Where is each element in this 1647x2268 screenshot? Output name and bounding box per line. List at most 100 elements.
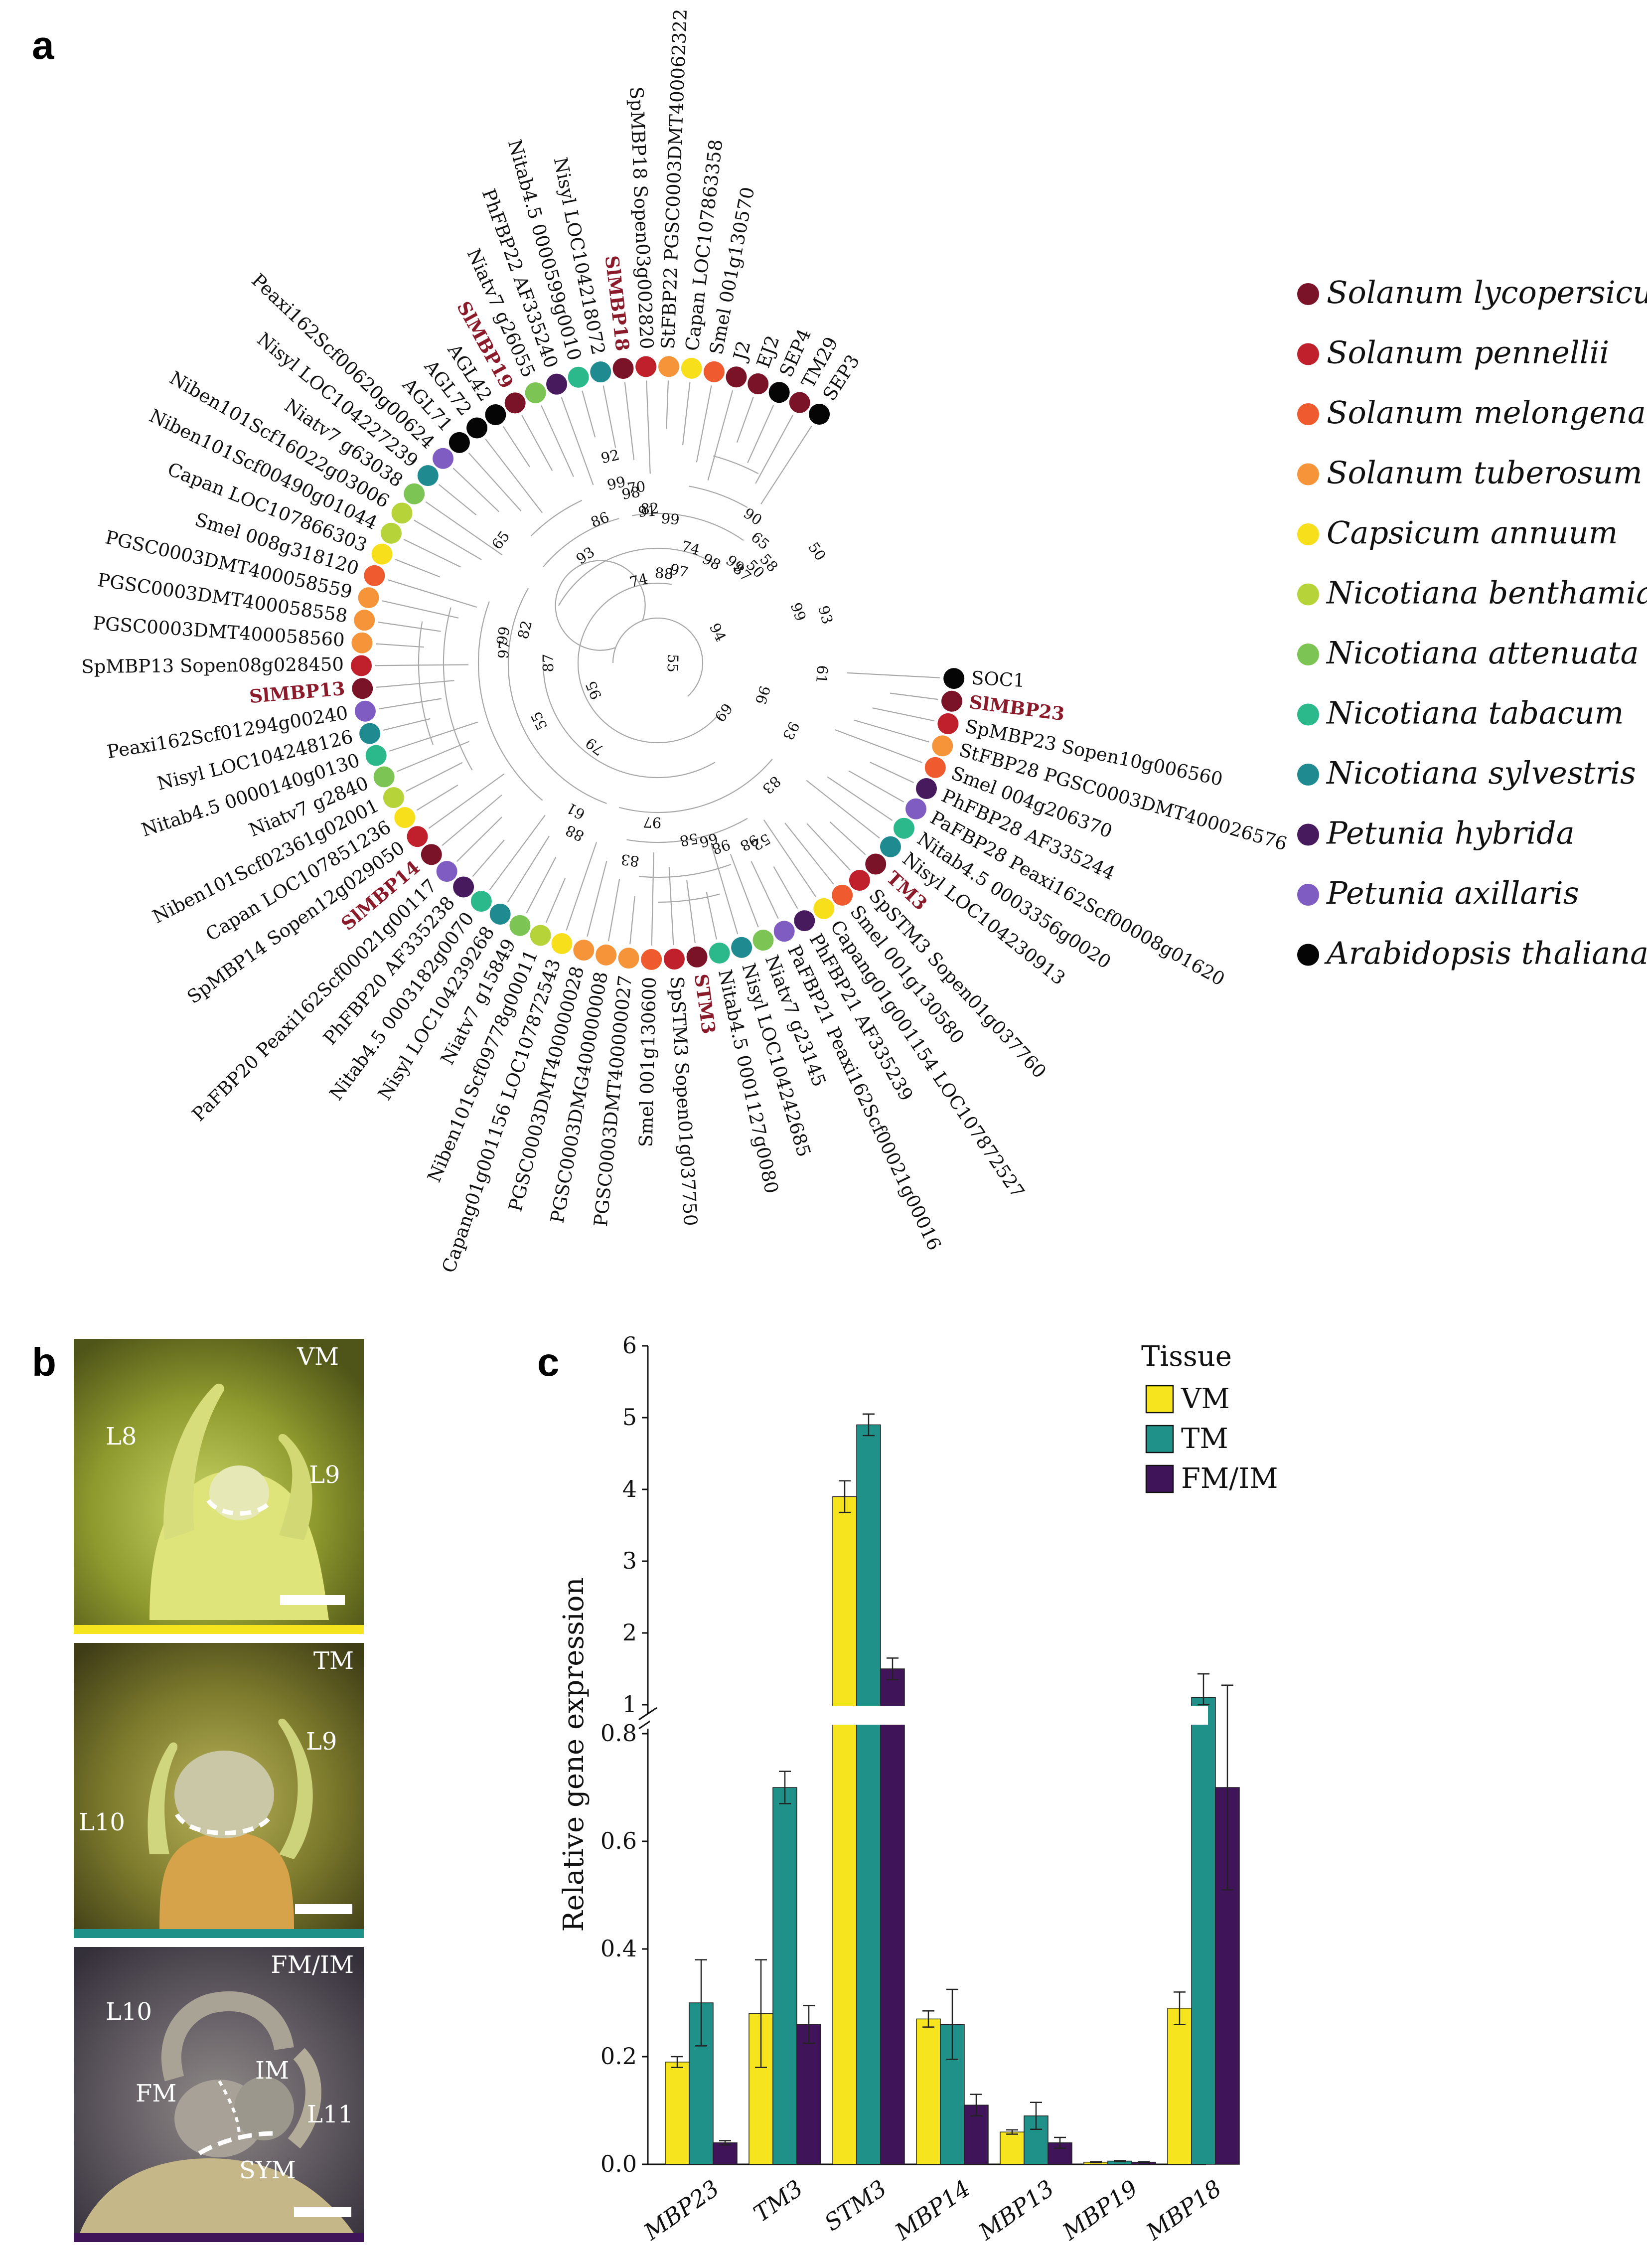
bootstrap-value: 69 — [711, 700, 736, 725]
x-tick-label: TM3 — [749, 2175, 808, 2228]
tree-leaf-dot — [924, 757, 946, 778]
tree-leaf-dot — [943, 668, 965, 689]
tree-leaf-dot — [365, 745, 387, 766]
tree-leaf-dot — [832, 884, 853, 906]
bootstrap-value: 86 — [588, 508, 611, 531]
tree-leaf-dot — [407, 826, 428, 847]
tree-leaf-dot — [937, 713, 959, 734]
error-bar — [1221, 1684, 1233, 1891]
micrograph-tm-label-l10: L10 — [79, 1808, 125, 1836]
bootstrap-value: 88 — [563, 821, 587, 845]
tree-leaf-dot — [433, 448, 454, 469]
y-tick-label: 4 — [622, 1475, 637, 1502]
bootstrap-value: 96 — [752, 684, 773, 706]
micrograph-vm-title: VM — [297, 1343, 339, 1371]
y-tick-label: 0.8 — [600, 1720, 637, 1747]
vm-meristem-outline — [206, 1499, 274, 1516]
tm-leaf-l10 — [148, 1742, 178, 1854]
bootstrap-value: 88 — [654, 564, 674, 582]
fmim-leaf-l11 — [288, 2048, 321, 2149]
tree-leaf-dot — [573, 940, 595, 961]
bar-vm — [1000, 2131, 1025, 2165]
y-tick-label: 1 — [622, 1691, 637, 1718]
tree-leaf-dot — [809, 403, 830, 425]
error-bar — [1030, 2102, 1042, 2130]
bootstrap-value: 99 — [605, 473, 627, 493]
tree-leaf-dot — [391, 502, 413, 524]
error-bar — [671, 2056, 683, 2068]
tree-leaf-dot — [485, 404, 506, 425]
tree-leaf-dot — [663, 949, 685, 970]
x-tick-label: MBP23 — [638, 2175, 724, 2246]
error-bar — [970, 2094, 982, 2117]
tm-leaf-l9 — [278, 1718, 313, 1859]
tissue-legend-title: Tissue — [1141, 1340, 1232, 1373]
species-legend-swatch — [1297, 403, 1319, 425]
species-legend-swatch — [1297, 764, 1319, 786]
tm-meristem-outline — [174, 1813, 274, 1835]
bootstrap-value: 70 — [626, 478, 646, 497]
error-bar — [922, 2010, 934, 2028]
micrograph-tm-title: TM — [313, 1647, 354, 1675]
species-legend-label: Nicotiana sylvestris — [1326, 755, 1636, 791]
bar-vm — [665, 2062, 690, 2165]
fmim-scale-bar — [294, 2207, 351, 2217]
bootstrap-value: 74 — [628, 570, 650, 591]
micrograph-tm-color-bar — [74, 1929, 364, 1938]
bootstrap-value: 83 — [759, 773, 784, 798]
tree-leaf-dot — [373, 766, 395, 788]
tree-leaf-dot — [525, 382, 546, 403]
error-bar — [839, 1480, 851, 1513]
y-tick-label: 2 — [622, 1619, 637, 1646]
tree-leaf-dot — [773, 921, 795, 942]
x-tick-label: MBP14 — [890, 2175, 975, 2246]
error-bar — [1006, 2129, 1018, 2135]
tree-leaf-dot — [404, 483, 425, 504]
tree-leaf-dot — [915, 778, 937, 800]
bar-vm — [916, 2018, 941, 2165]
tree-leaf-dot — [546, 373, 568, 395]
species-legend-label: Petunia axillaris — [1326, 875, 1579, 911]
micrograph-tm: TM L9 L10 — [74, 1643, 364, 1938]
species-legend: Solanum lycopersicum Solanum pennellii Sol… — [1297, 274, 1647, 972]
micrograph-tm-label-l9: L9 — [306, 1728, 337, 1756]
bootstrap-value: 97 — [668, 560, 690, 581]
tree-leaf-dot — [466, 417, 488, 439]
micrograph-vm-label-l8: L8 — [106, 1423, 137, 1451]
tree-leaf-dot — [789, 392, 810, 413]
species-legend-swatch — [1297, 463, 1319, 486]
tree-leaf-dot — [641, 949, 662, 970]
vm-stem — [150, 1470, 329, 1620]
tree-leaf-dot — [752, 930, 774, 951]
tree-leaf-dot — [351, 632, 373, 653]
bootstrap-value: 99 — [493, 625, 513, 646]
y-tick-label: 0.6 — [600, 1827, 637, 1854]
error-bar — [863, 1413, 875, 1437]
tissue-legend-swatch — [1145, 1464, 1174, 1493]
bar-tm — [1191, 1697, 1216, 2165]
y-tick-label: 6 — [622, 1332, 637, 1359]
species-legend-label: Capsicum annuum — [1327, 514, 1618, 551]
bar-fmim — [880, 1668, 905, 2165]
tree-leaf-dot — [359, 723, 381, 744]
tissue-legend-label: TM — [1181, 1423, 1228, 1455]
tree-leaf-dot — [383, 787, 404, 809]
tree-leaf-label: StFBP22 PGSC0003DMT400062322 — [657, 8, 691, 349]
bootstrap-value: 87 — [540, 654, 557, 672]
bootstrap-value: 93 — [779, 719, 803, 743]
tree-leaf-dot — [748, 373, 769, 395]
bootstrap-value: 55 — [527, 709, 551, 733]
tree-leaf-dot — [351, 655, 372, 676]
tree-leaf-dot — [865, 853, 887, 875]
bootstrap-value: 95 — [582, 678, 605, 702]
tm-meristem — [174, 1751, 274, 1838]
tree-leaf-dot — [352, 678, 373, 699]
panel-c-letter: c — [537, 1340, 560, 1384]
bootstrap-value: 55 — [664, 654, 682, 672]
micrograph-vm-label-l9: L9 — [309, 1461, 340, 1489]
micrograph-fmim-label-im: IM — [255, 2057, 289, 2085]
bootstrap-value: 91 — [637, 502, 657, 520]
tree-leaf-dot — [358, 587, 379, 609]
tree-leaf-dot — [686, 946, 708, 968]
